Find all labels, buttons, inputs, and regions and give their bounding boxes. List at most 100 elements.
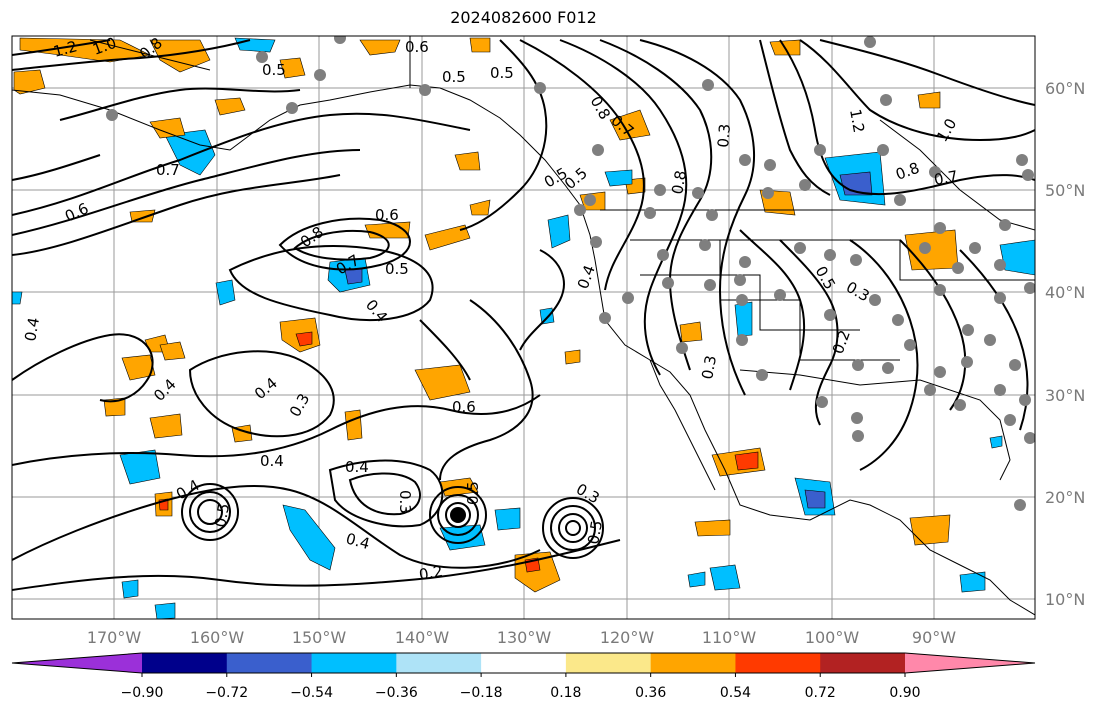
anomaly-positive	[469, 37, 491, 53]
anomaly-negative	[687, 571, 706, 588]
colorbar-segment	[311, 653, 397, 673]
anomaly-positive	[344, 409, 363, 441]
contour-label: 0.5	[490, 64, 514, 82]
contour-label: 0.5	[442, 68, 466, 86]
contour-label: 1.0	[90, 34, 119, 59]
colorbar-tick-label: 0.54	[720, 685, 751, 701]
colorbar-tick-label: 0.90	[889, 685, 920, 701]
contour-label: 0.5	[584, 519, 606, 546]
contour-label: 0.5	[464, 481, 482, 505]
latitude-label: 30°N	[1045, 386, 1085, 405]
colorbar-segment	[396, 653, 482, 673]
anomaly-positive	[917, 91, 941, 109]
anomaly-negative	[439, 524, 486, 551]
contour-label: 0.3	[698, 354, 720, 381]
anomaly-negative	[12, 291, 23, 305]
anomaly-positive	[454, 151, 481, 171]
colorbar-tick-label: −0.54	[290, 685, 333, 701]
anomaly-positive	[564, 349, 581, 365]
contour-label: 0.6	[452, 398, 476, 416]
contour-label: 0.7	[933, 167, 960, 189]
latitude-labels: 60°N 50°N 40°N 30°N 20°N 10°N	[1045, 79, 1085, 609]
contour-label: 0.3	[396, 490, 414, 514]
latitude-label: 50°N	[1045, 181, 1085, 200]
anomaly-positive	[149, 413, 183, 439]
longitude-label: 170°W	[87, 628, 142, 647]
anomaly-positive	[694, 519, 731, 537]
colorbar-segment	[565, 653, 652, 673]
anomaly-positive	[469, 199, 491, 216]
anomaly-negative	[804, 489, 826, 509]
anomaly-negative	[989, 435, 1003, 449]
anomaly-negative	[709, 564, 741, 591]
contour-label: 0.4	[260, 452, 284, 470]
contour-label: 0.5	[385, 260, 409, 278]
anomaly-negative	[121, 579, 139, 599]
shaded-anomalies	[12, 37, 1035, 619]
colorbar-tick-label: −0.90	[121, 685, 164, 701]
colorbar-tick-label: 0.36	[635, 685, 666, 701]
anomaly-positive	[129, 209, 156, 223]
contour-label: 0.6	[375, 206, 399, 224]
longitude-label: 100°W	[805, 628, 860, 647]
longitude-label: 130°W	[497, 628, 552, 647]
contour-label: 0.5	[262, 61, 286, 79]
contour-label: 1.2	[51, 37, 79, 61]
colorbar-segment	[142, 653, 228, 673]
colorbar-segment	[735, 653, 821, 673]
longitude-label: 90°W	[912, 628, 956, 647]
contour-label: 0.4	[344, 529, 372, 553]
colorbar-extend-min	[12, 653, 142, 673]
latitude-label: 40°N	[1045, 283, 1085, 302]
map-title: 2024082600 F012	[450, 8, 597, 27]
contour-label: 0.4	[21, 316, 43, 343]
contour-label: 0.6	[405, 38, 429, 56]
latitude-label: 60°N	[1045, 79, 1085, 98]
station-dots	[106, 36, 1035, 511]
anomaly-positive	[679, 321, 703, 343]
colorbar-tick-label: −0.36	[375, 685, 418, 701]
longitude-labels: 170°W 160°W 150°W 140°W 130°W 120°W 110°…	[87, 628, 956, 647]
colorbar-segment	[481, 653, 567, 673]
contour-label: 0.5	[211, 502, 233, 529]
anomaly-positive	[103, 397, 126, 417]
anomaly-positive	[13, 69, 46, 95]
contour-label: 0.4	[345, 458, 369, 476]
longitude-label: 110°W	[702, 628, 757, 647]
anomaly-negative	[282, 504, 336, 571]
colorbar-tick-label: −0.72	[205, 685, 248, 701]
colorbar-segment	[650, 653, 736, 673]
colorbar-segment	[226, 653, 313, 673]
latitude-label: 20°N	[1045, 488, 1085, 507]
longitude-label: 150°W	[292, 628, 347, 647]
anomaly-positive	[909, 514, 951, 546]
anomaly-negative	[215, 279, 236, 306]
anomaly-positive	[19, 37, 151, 63]
plot-frame	[11, 35, 1036, 620]
colorbar: −0.90 −0.72 −0.54 −0.36 −0.18 0.18 0.36 0.54 0.7…	[11, 652, 1036, 701]
anomaly-negative	[999, 239, 1035, 276]
contour-label: 1.2	[846, 108, 868, 135]
anomaly-positive	[214, 97, 246, 116]
latitude-label: 10°N	[1045, 590, 1085, 609]
anomaly-negative	[734, 301, 753, 337]
anomaly-negative	[119, 449, 161, 485]
colorbar-segment	[820, 653, 906, 673]
anomaly-positive	[414, 364, 471, 401]
anomaly-negative	[494, 507, 521, 531]
anomaly-positive	[149, 117, 186, 139]
colorbar-tick-label: 0.18	[550, 685, 581, 701]
contour-label: 0.8	[668, 169, 690, 196]
anomaly-positive	[904, 229, 959, 271]
anomaly-negative	[604, 169, 633, 187]
anomaly-negative	[547, 214, 571, 249]
anomaly-positive	[609, 109, 651, 141]
contour-label: 0.2	[418, 562, 445, 584]
anomaly-negative	[154, 602, 176, 619]
colorbar-tick-label: 0.72	[805, 685, 836, 701]
colorbar-extend-max	[905, 653, 1035, 673]
anomaly-negative	[234, 37, 276, 53]
contour-label: 0.7	[156, 161, 180, 179]
anomaly-positive	[359, 39, 401, 56]
